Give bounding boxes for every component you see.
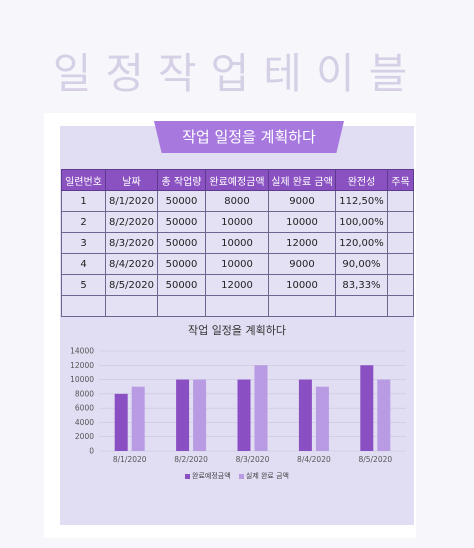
x-tick-label: 8/1/2020 bbox=[113, 455, 147, 464]
cell-actual-amount[interactable]: 9000 bbox=[268, 190, 336, 212]
bar-actual bbox=[254, 365, 268, 451]
cell-note[interactable] bbox=[387, 253, 414, 275]
y-tick-label: 2000 bbox=[75, 432, 94, 441]
cell-planned-amount[interactable] bbox=[205, 295, 269, 317]
cell-date[interactable]: 8/2/2020 bbox=[105, 211, 158, 233]
column-header-planned-amount[interactable]: 완료예정금액 bbox=[205, 169, 269, 191]
cell-serial[interactable]: 5 bbox=[61, 274, 106, 296]
column-header-actual-amount[interactable]: 실제 완료 금액 bbox=[268, 169, 336, 191]
bar-actual bbox=[315, 386, 329, 451]
cell-date[interactable]: 8/4/2020 bbox=[105, 253, 158, 275]
cell-serial[interactable]: 3 bbox=[61, 232, 106, 254]
cell-planned-amount[interactable]: 12000 bbox=[205, 274, 269, 296]
legend-swatch-actual bbox=[238, 473, 244, 479]
legend-label-actual: 실제 완료 금액 bbox=[245, 472, 289, 480]
bar-planned bbox=[114, 393, 128, 451]
cell-total-work[interactable]: 50000 bbox=[157, 274, 206, 296]
cell-actual-amount[interactable]: 9000 bbox=[268, 253, 336, 275]
chart-legend: 완료예정금액 실제 완료 금액 bbox=[61, 471, 413, 481]
cell-date[interactable] bbox=[105, 295, 158, 317]
table-row: 2 8/2/2020 50000 10000 10000 100,00% bbox=[61, 211, 414, 233]
cell-planned-amount[interactable]: 8000 bbox=[205, 190, 269, 212]
y-tick-label: 14000 bbox=[70, 347, 94, 356]
y-tick-label: 12000 bbox=[70, 361, 94, 370]
table-row: 4 8/4/2020 50000 10000 9000 90,00% bbox=[61, 253, 414, 275]
cell-completeness[interactable]: 100,00% bbox=[335, 211, 388, 233]
bar-chart: 0 2000 4000 6000 8000 10000 12000 14000 8/1/2020… bbox=[70, 347, 406, 464]
table-row: 3 8/3/2020 50000 10000 12000 120,00% bbox=[61, 232, 414, 254]
cell-actual-amount[interactable] bbox=[268, 295, 336, 317]
cell-note[interactable] bbox=[387, 211, 414, 233]
y-tick-label: 4000 bbox=[75, 418, 94, 427]
sheet-title-banner: 작업 일정을 계획하다 bbox=[154, 121, 344, 153]
column-header-serial[interactable]: 일련번호 bbox=[61, 169, 106, 191]
cell-actual-amount[interactable]: 10000 bbox=[268, 211, 336, 233]
x-tick-label: 8/2/2020 bbox=[174, 455, 208, 464]
y-tick-label: 0 bbox=[89, 447, 94, 456]
legend-item-planned: 완료예정금액 bbox=[185, 471, 231, 481]
cell-actual-amount[interactable]: 10000 bbox=[268, 274, 336, 296]
bar-planned bbox=[298, 379, 312, 451]
bar-planned bbox=[360, 365, 374, 451]
cell-completeness[interactable] bbox=[335, 295, 388, 317]
cell-total-work[interactable]: 50000 bbox=[157, 190, 206, 212]
cell-serial[interactable]: 4 bbox=[61, 253, 106, 275]
cell-note[interactable] bbox=[387, 190, 414, 212]
bar-planned bbox=[237, 379, 251, 451]
column-header-completeness[interactable]: 완전성 bbox=[335, 169, 388, 191]
cell-date[interactable]: 8/5/2020 bbox=[105, 274, 158, 296]
y-tick-label: 8000 bbox=[75, 389, 94, 398]
chart-container[interactable]: 0 2000 4000 6000 8000 10000 12000 14000 8/1/2020… bbox=[61, 318, 413, 488]
cell-completeness[interactable]: 83,33% bbox=[335, 274, 388, 296]
bar-planned bbox=[176, 379, 190, 451]
table-header-row: 일련번호 날짜 총 작업량 완료예정금액 실제 완료 금액 완전성 주목 bbox=[61, 169, 414, 191]
cell-note[interactable] bbox=[387, 295, 414, 317]
cell-serial[interactable]: 1 bbox=[61, 190, 106, 212]
chart-title: 작업 일정을 계획하다 bbox=[187, 324, 287, 337]
cell-completeness[interactable]: 120,00% bbox=[335, 232, 388, 254]
cell-serial[interactable] bbox=[61, 295, 106, 317]
table-row: 5 8/5/2020 50000 12000 10000 83,33% bbox=[61, 274, 414, 296]
column-header-date[interactable]: 날짜 bbox=[105, 169, 158, 191]
table-row-empty bbox=[61, 295, 414, 317]
x-tick-label: 8/5/2020 bbox=[358, 455, 392, 464]
cell-date[interactable]: 8/1/2020 bbox=[105, 190, 158, 212]
column-header-note[interactable]: 주목 bbox=[387, 169, 414, 191]
table-row: 1 8/1/2020 50000 8000 9000 112,50% bbox=[61, 190, 414, 212]
legend-swatch-planned bbox=[185, 473, 191, 479]
x-tick-label: 8/4/2020 bbox=[297, 455, 331, 464]
cell-planned-amount[interactable]: 10000 bbox=[205, 253, 269, 275]
schedule-table: 일련번호 날짜 총 작업량 완료예정금액 실제 완료 금액 완전성 주목 1 8… bbox=[61, 169, 414, 317]
cell-planned-amount[interactable]: 10000 bbox=[205, 211, 269, 233]
column-header-total-work[interactable]: 총 작업량 bbox=[157, 169, 206, 191]
y-tick-label: 10000 bbox=[70, 375, 94, 384]
page-title: 일정작업테이블 bbox=[52, 49, 422, 98]
legend-item-actual: 실제 완료 금액 bbox=[238, 471, 289, 481]
bar-actual bbox=[377, 379, 391, 451]
cell-completeness[interactable]: 112,50% bbox=[335, 190, 388, 212]
cell-completeness[interactable]: 90,00% bbox=[335, 253, 388, 275]
cell-planned-amount[interactable]: 10000 bbox=[205, 232, 269, 254]
legend-label-planned: 완료예정금액 bbox=[192, 472, 231, 480]
cell-total-work[interactable]: 50000 bbox=[157, 253, 206, 275]
cell-date[interactable]: 8/3/2020 bbox=[105, 232, 158, 254]
bar-actual bbox=[131, 386, 145, 451]
cell-total-work[interactable]: 50000 bbox=[157, 211, 206, 233]
cell-total-work[interactable] bbox=[157, 295, 206, 317]
y-tick-label: 6000 bbox=[75, 404, 94, 413]
cell-note[interactable] bbox=[387, 232, 414, 254]
bar-actual bbox=[193, 379, 207, 451]
cell-serial[interactable]: 2 bbox=[61, 211, 106, 233]
cell-actual-amount[interactable]: 12000 bbox=[268, 232, 336, 254]
cell-note[interactable] bbox=[387, 274, 414, 296]
cell-total-work[interactable]: 50000 bbox=[157, 232, 206, 254]
x-tick-label: 8/3/2020 bbox=[236, 455, 270, 464]
